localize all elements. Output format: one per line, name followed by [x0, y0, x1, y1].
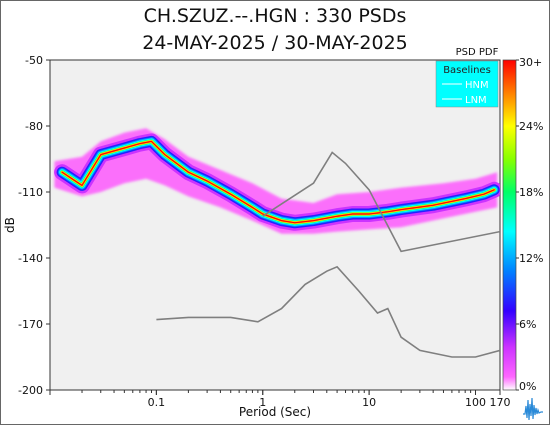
x-tick-label: 1: [259, 396, 266, 409]
axes: -50 -80 -110 -140 -170 -200 0.1 1 10 100 170: [18, 54, 510, 409]
colorbar-tick-label: 24%: [519, 120, 543, 133]
y-tick-label: -200: [18, 384, 43, 397]
legend-title: Baselines: [443, 65, 491, 76]
y-tick-label: -110: [18, 186, 43, 199]
y-axis-label: dB: [3, 217, 17, 233]
chart-subtitle: 24-MAY-2025 / 30-MAY-2025: [142, 32, 408, 54]
x-tick-label: 170: [490, 396, 511, 409]
colorbar-tick-label: 12%: [519, 252, 543, 265]
colorbar: [502, 59, 517, 391]
y-tick-label: -140: [18, 252, 43, 265]
x-tick-label: 100: [465, 396, 486, 409]
y-tick-label: -50: [25, 54, 43, 67]
colorbar-labels: 30+ 24% 18% 12% 6% 0%: [516, 56, 543, 393]
lnm-line: [156, 265, 500, 358]
x-tick-label: 0.1: [148, 396, 166, 409]
x-tick-label: 10: [362, 396, 376, 409]
pdf-heatmap: [54, 128, 500, 234]
colorbar-tick-label: 18%: [519, 186, 543, 199]
noise-model-lines: [156, 151, 500, 358]
legend-hnm-label: HNM: [465, 80, 489, 91]
pdf-mode-line: [61, 140, 495, 224]
legend-lnm-label: LNM: [465, 95, 487, 106]
y-tick-label: -170: [18, 318, 43, 331]
chart-title: CH.SZUZ.--.HGN : 330 PSDs: [143, 5, 407, 27]
colorbar-title: PSD PDF: [456, 47, 499, 58]
x-axis-label: Period (Sec): [239, 405, 311, 419]
hnm-line: [262, 151, 500, 253]
colorbar-tick-label: 6%: [519, 318, 536, 331]
colorbar-tick-label: 0%: [519, 380, 536, 393]
y-tick-label: -80: [25, 120, 43, 133]
waveform-logo-icon: [521, 394, 547, 422]
colorbar-tick-label: 30+: [519, 56, 542, 69]
